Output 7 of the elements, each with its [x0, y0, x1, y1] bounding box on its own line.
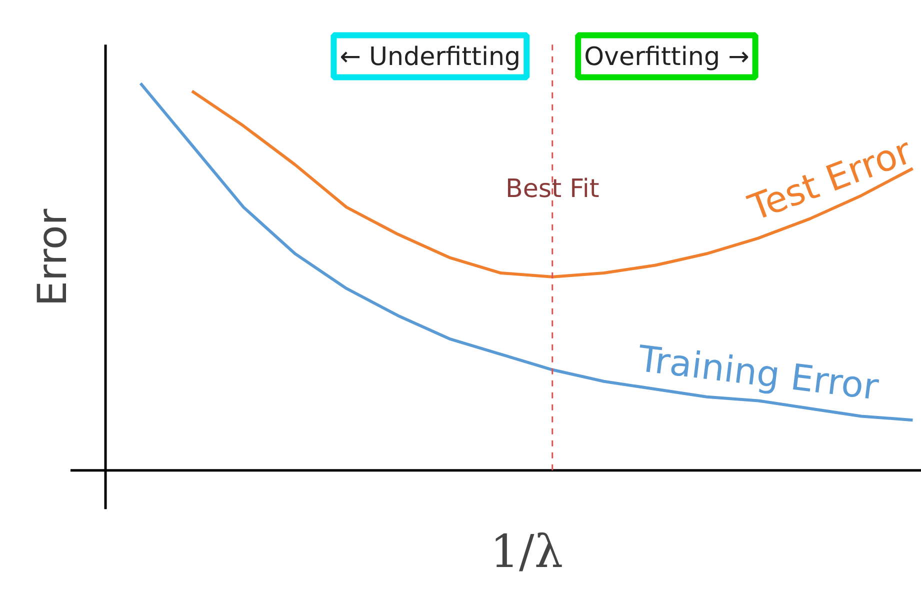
- text: Overfitting →: [584, 41, 750, 72]
- text: ← Underfitting: [340, 41, 521, 72]
- annotation: Best Fit: [505, 172, 600, 203]
- text: Test Error: [742, 130, 918, 230]
- x-axis-title: 1/λ: [490, 525, 564, 578]
- text: Training Error: [635, 338, 881, 408]
- y-axis-title: Error: [30, 208, 76, 306]
